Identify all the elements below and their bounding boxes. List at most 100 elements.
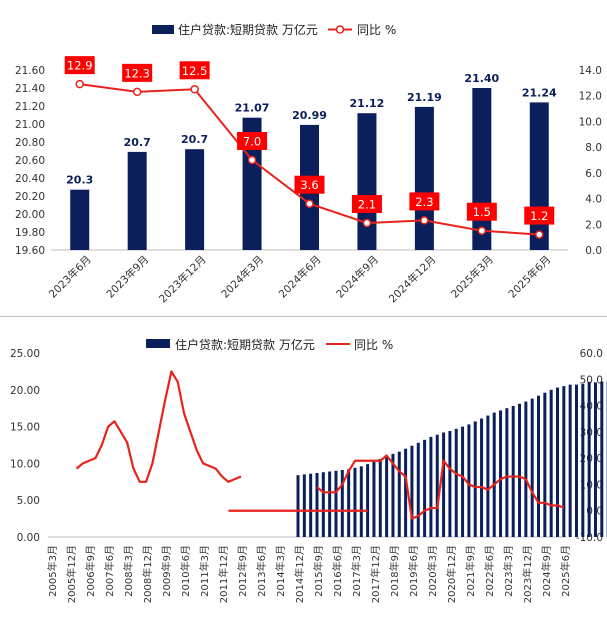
- y-left-tick-label: 20.20: [15, 191, 45, 203]
- yoy-line-segment: [76, 371, 241, 481]
- bar-2: [366, 464, 369, 537]
- x-tick-label: 2024年3月: [219, 253, 267, 301]
- y-left-tick-label: 20.40: [15, 173, 45, 185]
- bar-2: [353, 468, 356, 537]
- yoy-point: [76, 81, 83, 88]
- x-tick-label-2: 2025年6月: [559, 545, 572, 597]
- x-tick-label-2: 2013年6月: [255, 545, 268, 597]
- yoy-point: [536, 231, 543, 238]
- bar-2: [512, 406, 515, 537]
- bar-2: [493, 413, 496, 537]
- bottom-chart: 住户贷款:短期贷款 万亿元 同比 % 0.005.0010.0015.0020.…: [0, 317, 607, 614]
- x-tick-label-2: 2009年9月: [160, 545, 173, 597]
- bar-value-label: 20.99: [292, 109, 327, 122]
- bar-2: [556, 388, 559, 537]
- y-left-tick-label-2: 25.00: [10, 348, 40, 360]
- bar-2: [505, 408, 508, 537]
- bar-2: [404, 449, 407, 537]
- yoy-point: [363, 220, 370, 227]
- y-right-tick-label: 10.0: [579, 116, 602, 128]
- bar-2: [455, 429, 458, 537]
- bar-2: [297, 475, 300, 537]
- bar-2: [467, 424, 470, 537]
- x-tick-label-2: 2011年3月: [198, 545, 211, 597]
- y-right-tick-label: 0.0: [585, 245, 602, 257]
- y-left-tick-label: 20.00: [15, 209, 45, 221]
- yoy-point: [306, 200, 313, 207]
- bar-2: [379, 459, 382, 537]
- yoy-point: [249, 157, 256, 164]
- yoy-label: 2.1: [358, 198, 376, 212]
- x-tick-label-2: 2023年12月: [521, 545, 534, 603]
- bar-2: [480, 419, 483, 537]
- top-chart-legend: 住户贷款:短期贷款 万亿元 同比 %: [152, 22, 396, 37]
- x-tick-label-2: 2008年12月: [141, 545, 154, 603]
- bar: [70, 190, 89, 250]
- x-tick-label-2: 2011年12月: [217, 545, 230, 603]
- x-tick-label-2: 2017年12月: [369, 545, 382, 603]
- bar-2: [594, 383, 597, 537]
- yoy-label: 12.9: [67, 59, 93, 73]
- bar-2: [474, 421, 477, 537]
- yoy-point: [478, 227, 485, 234]
- x-tick-label-2: 2020年12月: [445, 545, 458, 603]
- y-right-tick-label: 4.0: [585, 194, 602, 206]
- yoy-label: 1.5: [473, 205, 491, 219]
- x-tick-label: 2024年6月: [276, 253, 324, 301]
- bar-2: [303, 474, 306, 537]
- bar: [357, 113, 376, 250]
- x-tick-label-2: 2007年6月: [103, 545, 116, 597]
- x-tick-label-2: 2014年3月: [274, 545, 287, 597]
- y-left-tick-label-2: 10.00: [10, 458, 40, 470]
- y-left-tick-label: 19.80: [15, 227, 45, 239]
- bar-2: [309, 474, 312, 537]
- legend-line-label: 同比 %: [357, 23, 396, 37]
- y-left-tick-label-2: 0.00: [17, 532, 40, 544]
- bar-2: [543, 393, 546, 537]
- y-left-tick-label: 21.20: [15, 101, 45, 113]
- x-tick-label-2: 2016年6月: [331, 545, 344, 597]
- bar-2: [322, 472, 325, 537]
- bar-2: [575, 385, 578, 537]
- bar-2: [518, 404, 521, 537]
- y-right-tick-label: 14.0: [579, 65, 602, 77]
- y-left-tick-label: 21.00: [15, 119, 45, 131]
- bar-value-label: 20.3: [66, 174, 93, 187]
- yoy-label: 12.5: [182, 64, 208, 78]
- bottom-chart-legend: 住户贷款:短期贷款 万亿元 同比 %: [146, 337, 393, 352]
- legend-bar-label: 住户贷款:短期贷款 万亿元: [178, 22, 318, 37]
- y-right-tick-label: 12.0: [579, 91, 602, 103]
- bar-value-label: 20.7: [124, 136, 151, 149]
- bar-2: [531, 399, 534, 537]
- x-tick-label: 2025年3月: [448, 253, 496, 301]
- x-tick-label-2: 2005年3月: [46, 545, 59, 597]
- legend-line-label-2: 同比 %: [354, 338, 393, 352]
- x-tick-label-2: 2015年9月: [312, 545, 325, 597]
- bar: [415, 107, 434, 250]
- bar-2: [537, 396, 540, 537]
- bar-2: [600, 382, 603, 537]
- yoy-point: [191, 86, 198, 93]
- bar-2: [499, 410, 502, 537]
- y-right-tick-label: 8.0: [585, 142, 602, 154]
- bar-2: [524, 402, 527, 537]
- x-tick-label-2: 2022年6月: [483, 545, 496, 597]
- yoy-point: [134, 88, 141, 95]
- x-tick-label: 2023年12月: [156, 253, 208, 305]
- x-tick-label-2: 2021年9月: [464, 545, 477, 597]
- x-tick-label: 2024年9月: [333, 253, 381, 301]
- bar-2: [417, 443, 420, 537]
- y-left-tick-label-2: 15.00: [10, 422, 40, 434]
- y-right-tick-label-2: 60.0: [580, 348, 603, 360]
- y-right-tick-label: 2.0: [585, 219, 602, 231]
- x-tick-label: 2025年6月: [506, 253, 554, 301]
- x-tick-label-2: 2008年3月: [122, 545, 135, 597]
- bar-2: [347, 469, 350, 537]
- bar-2: [328, 471, 331, 537]
- x-tick-label: 2023年6月: [46, 253, 94, 301]
- yoy-label: 1.2: [530, 209, 548, 223]
- x-tick-label-2: 2020年3月: [426, 545, 439, 597]
- x-tick-label-2: 2024年9月: [540, 545, 553, 597]
